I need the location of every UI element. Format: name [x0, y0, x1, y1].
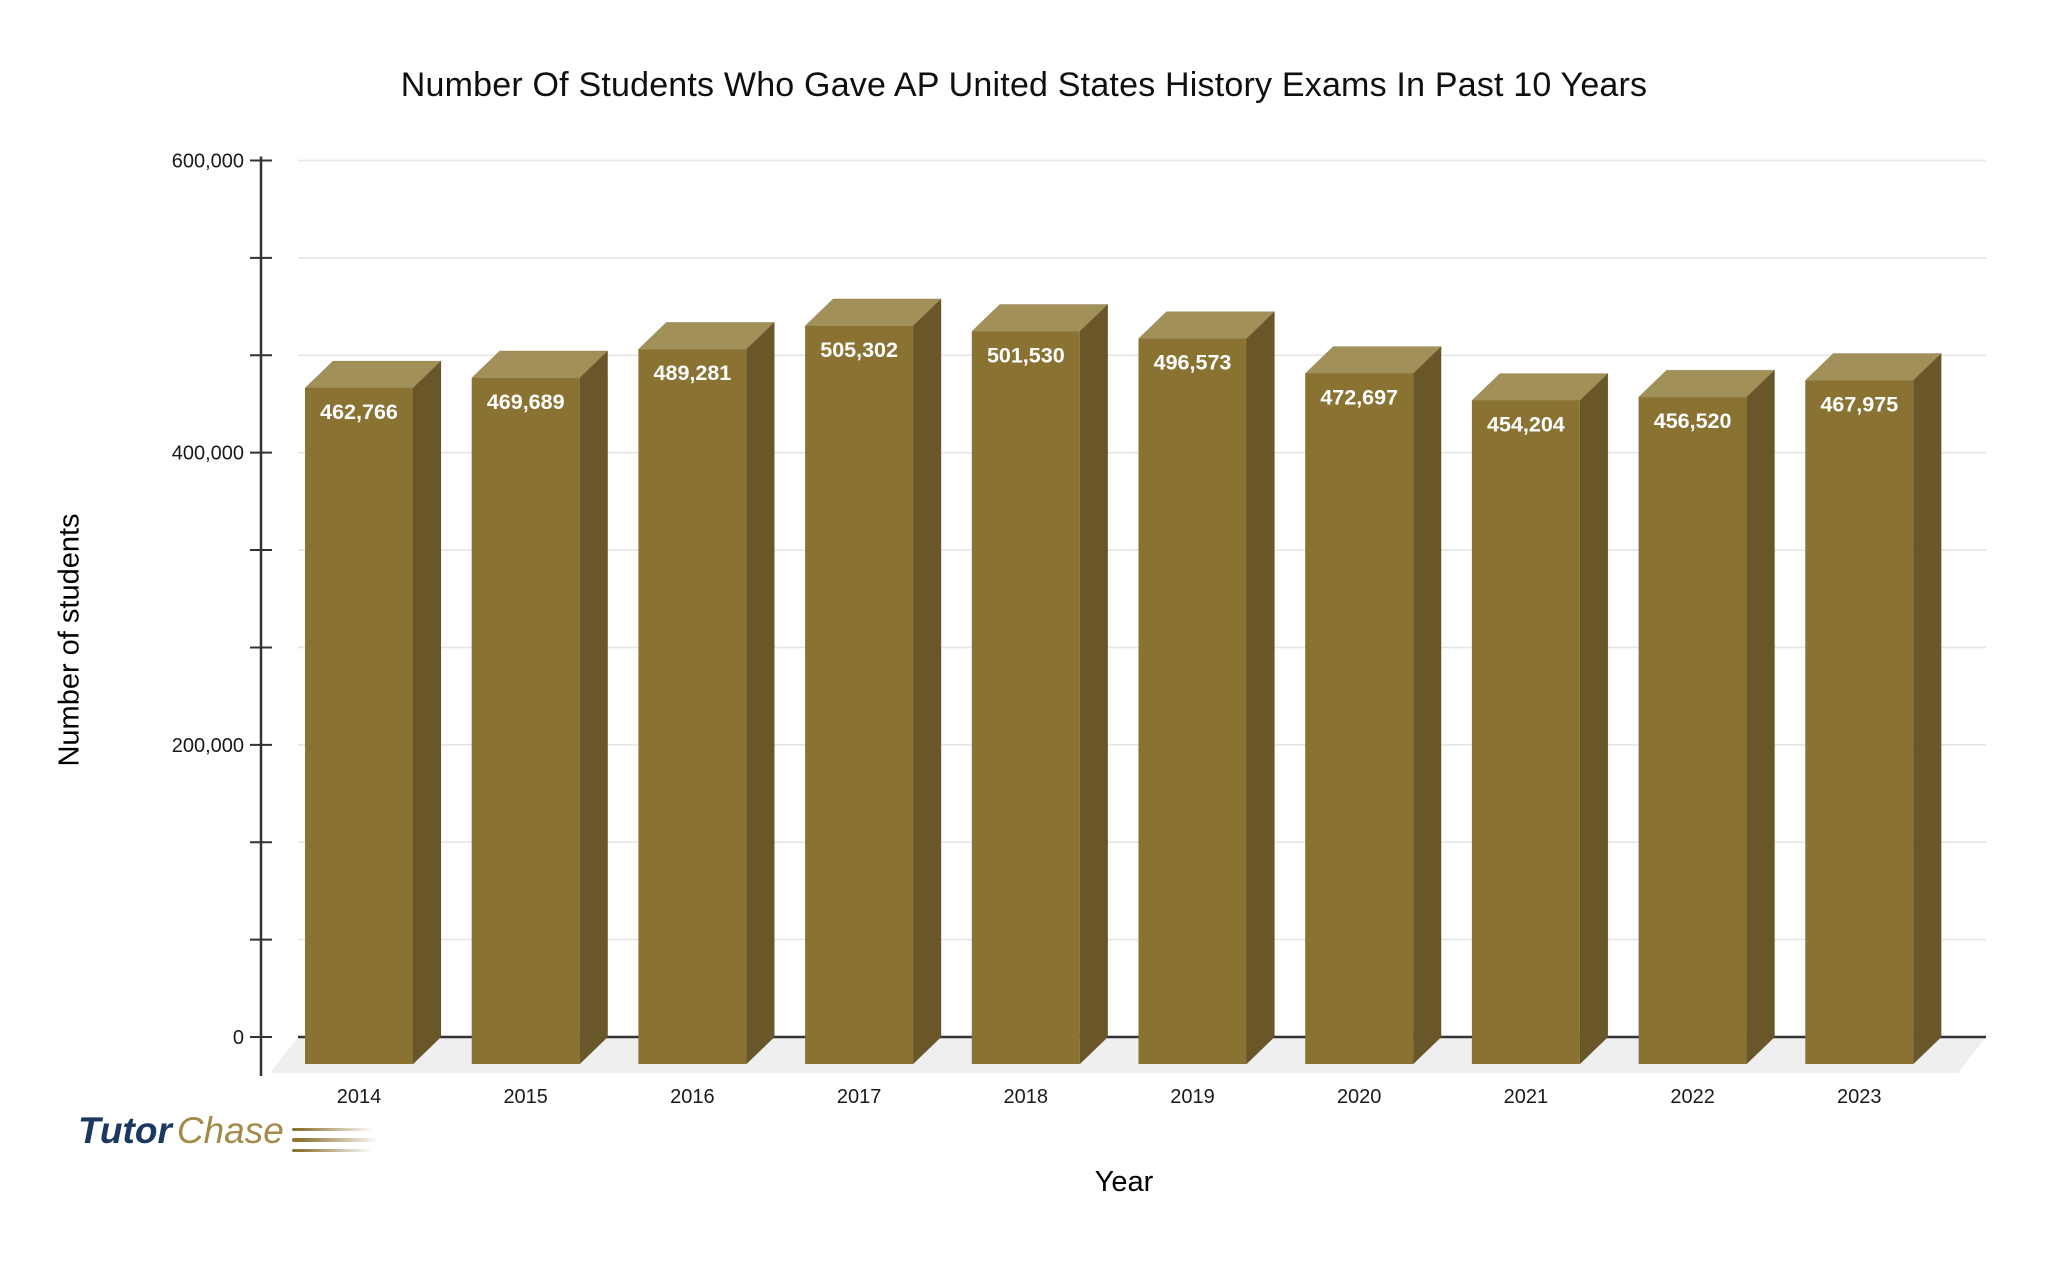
x-tick-label: 2023	[1837, 1086, 1882, 1108]
bar-2022	[1638, 397, 1747, 1065]
bar-value-label: 472,697	[1320, 385, 1398, 409]
bar-side-face	[1412, 345, 1442, 1065]
bar-2023	[1805, 380, 1914, 1064]
bar-side-face	[1246, 310, 1275, 1065]
bar-2015	[471, 377, 580, 1064]
bar-side-face	[412, 360, 442, 1065]
y-tick-label: 400,000	[172, 443, 244, 465]
x-tick-label: 2017	[837, 1086, 882, 1108]
y-tick-label: 0	[233, 1027, 244, 1049]
bar-side-face	[579, 350, 609, 1065]
bar-value-label: 505,302	[820, 338, 898, 362]
bar-value-label: 496,573	[1154, 351, 1232, 375]
bar-value-label: 501,530	[987, 343, 1065, 367]
x-tick-label: 2014	[337, 1086, 382, 1108]
bar-value-label: 489,281	[654, 361, 732, 385]
bar-2016	[638, 349, 747, 1064]
chart-title: Number Of Students Who Gave AP United St…	[400, 66, 1648, 104]
tutorchase-logo: Tutor Chase	[78, 1110, 384, 1156]
logo-speed-lines-icon	[291, 1124, 384, 1156]
x-tick-label: 2018	[1004, 1086, 1049, 1108]
x-axis-title: Year	[1094, 1166, 1154, 1198]
bar-value-label: 469,689	[487, 390, 565, 414]
x-tick-label: 2015	[503, 1086, 548, 1108]
bar-value-label: 456,520	[1654, 409, 1732, 433]
bar-value-label: 467,975	[1820, 392, 1898, 416]
bar-2019	[1138, 338, 1247, 1064]
bar-2017	[805, 325, 914, 1064]
x-tick-label: 2022	[1670, 1086, 1715, 1108]
logo-chase-text: Chase	[176, 1110, 284, 1151]
bar-2014	[305, 387, 413, 1064]
bar-side-face	[1746, 369, 1775, 1065]
bar-side-face	[1079, 303, 1109, 1065]
x-tick-label: 2016	[670, 1086, 715, 1108]
bar-2020	[1305, 373, 1414, 1064]
logo-tutor-text: Tutor	[78, 1110, 172, 1151]
bar-side-face	[1579, 372, 1609, 1065]
x-tick-label: 2019	[1170, 1086, 1215, 1108]
bar-value-label: 454,204	[1487, 412, 1565, 436]
x-tick-label: 2021	[1504, 1086, 1549, 1108]
bar-2021	[1471, 400, 1580, 1064]
bar-value-label: 462,766	[320, 400, 398, 424]
bar-side-face	[1913, 352, 1942, 1065]
x-tick-label: 2020	[1337, 1086, 1382, 1108]
bar-side-face	[912, 298, 942, 1065]
y-tick-label: 600,000	[172, 151, 244, 173]
bar-2018	[971, 331, 1080, 1064]
bar-side-face	[746, 321, 775, 1065]
y-tick-label: 200,000	[172, 735, 244, 757]
